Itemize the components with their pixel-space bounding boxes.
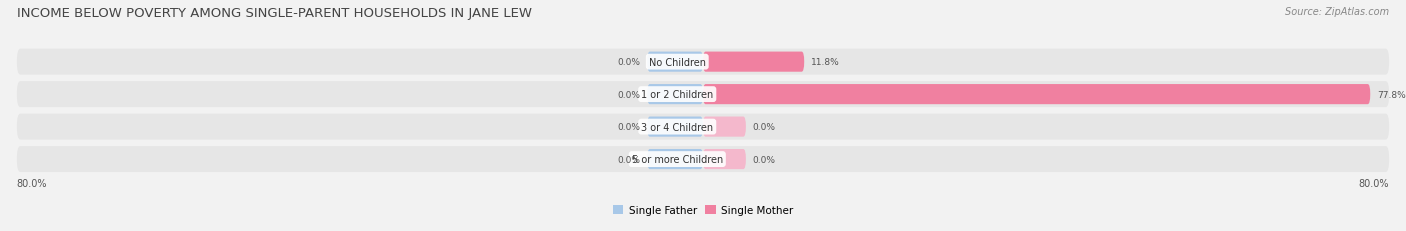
Text: 11.8%: 11.8% — [811, 58, 839, 67]
Text: 5 or more Children: 5 or more Children — [631, 154, 723, 164]
Text: 0.0%: 0.0% — [617, 90, 640, 99]
FancyBboxPatch shape — [17, 49, 1389, 75]
Text: 0.0%: 0.0% — [617, 155, 640, 164]
FancyBboxPatch shape — [647, 52, 703, 72]
Legend: Single Father, Single Mother: Single Father, Single Mother — [609, 201, 797, 219]
FancyBboxPatch shape — [647, 85, 703, 105]
FancyBboxPatch shape — [703, 52, 804, 72]
Text: 3 or 4 Children: 3 or 4 Children — [641, 122, 713, 132]
Text: No Children: No Children — [648, 57, 706, 67]
FancyBboxPatch shape — [703, 117, 745, 137]
FancyBboxPatch shape — [17, 82, 1389, 108]
Text: INCOME BELOW POVERTY AMONG SINGLE-PARENT HOUSEHOLDS IN JANE LEW: INCOME BELOW POVERTY AMONG SINGLE-PARENT… — [17, 7, 531, 20]
Text: 80.0%: 80.0% — [1358, 178, 1389, 188]
Text: 0.0%: 0.0% — [617, 58, 640, 67]
FancyBboxPatch shape — [647, 117, 703, 137]
Text: 1 or 2 Children: 1 or 2 Children — [641, 90, 713, 100]
Text: 0.0%: 0.0% — [617, 123, 640, 131]
FancyBboxPatch shape — [17, 146, 1389, 172]
FancyBboxPatch shape — [703, 85, 1371, 105]
FancyBboxPatch shape — [703, 149, 745, 169]
FancyBboxPatch shape — [17, 114, 1389, 140]
Text: 77.8%: 77.8% — [1376, 90, 1406, 99]
FancyBboxPatch shape — [647, 149, 703, 169]
Text: 0.0%: 0.0% — [752, 155, 776, 164]
Text: 80.0%: 80.0% — [17, 178, 48, 188]
Text: 0.0%: 0.0% — [752, 123, 776, 131]
Text: Source: ZipAtlas.com: Source: ZipAtlas.com — [1285, 7, 1389, 17]
